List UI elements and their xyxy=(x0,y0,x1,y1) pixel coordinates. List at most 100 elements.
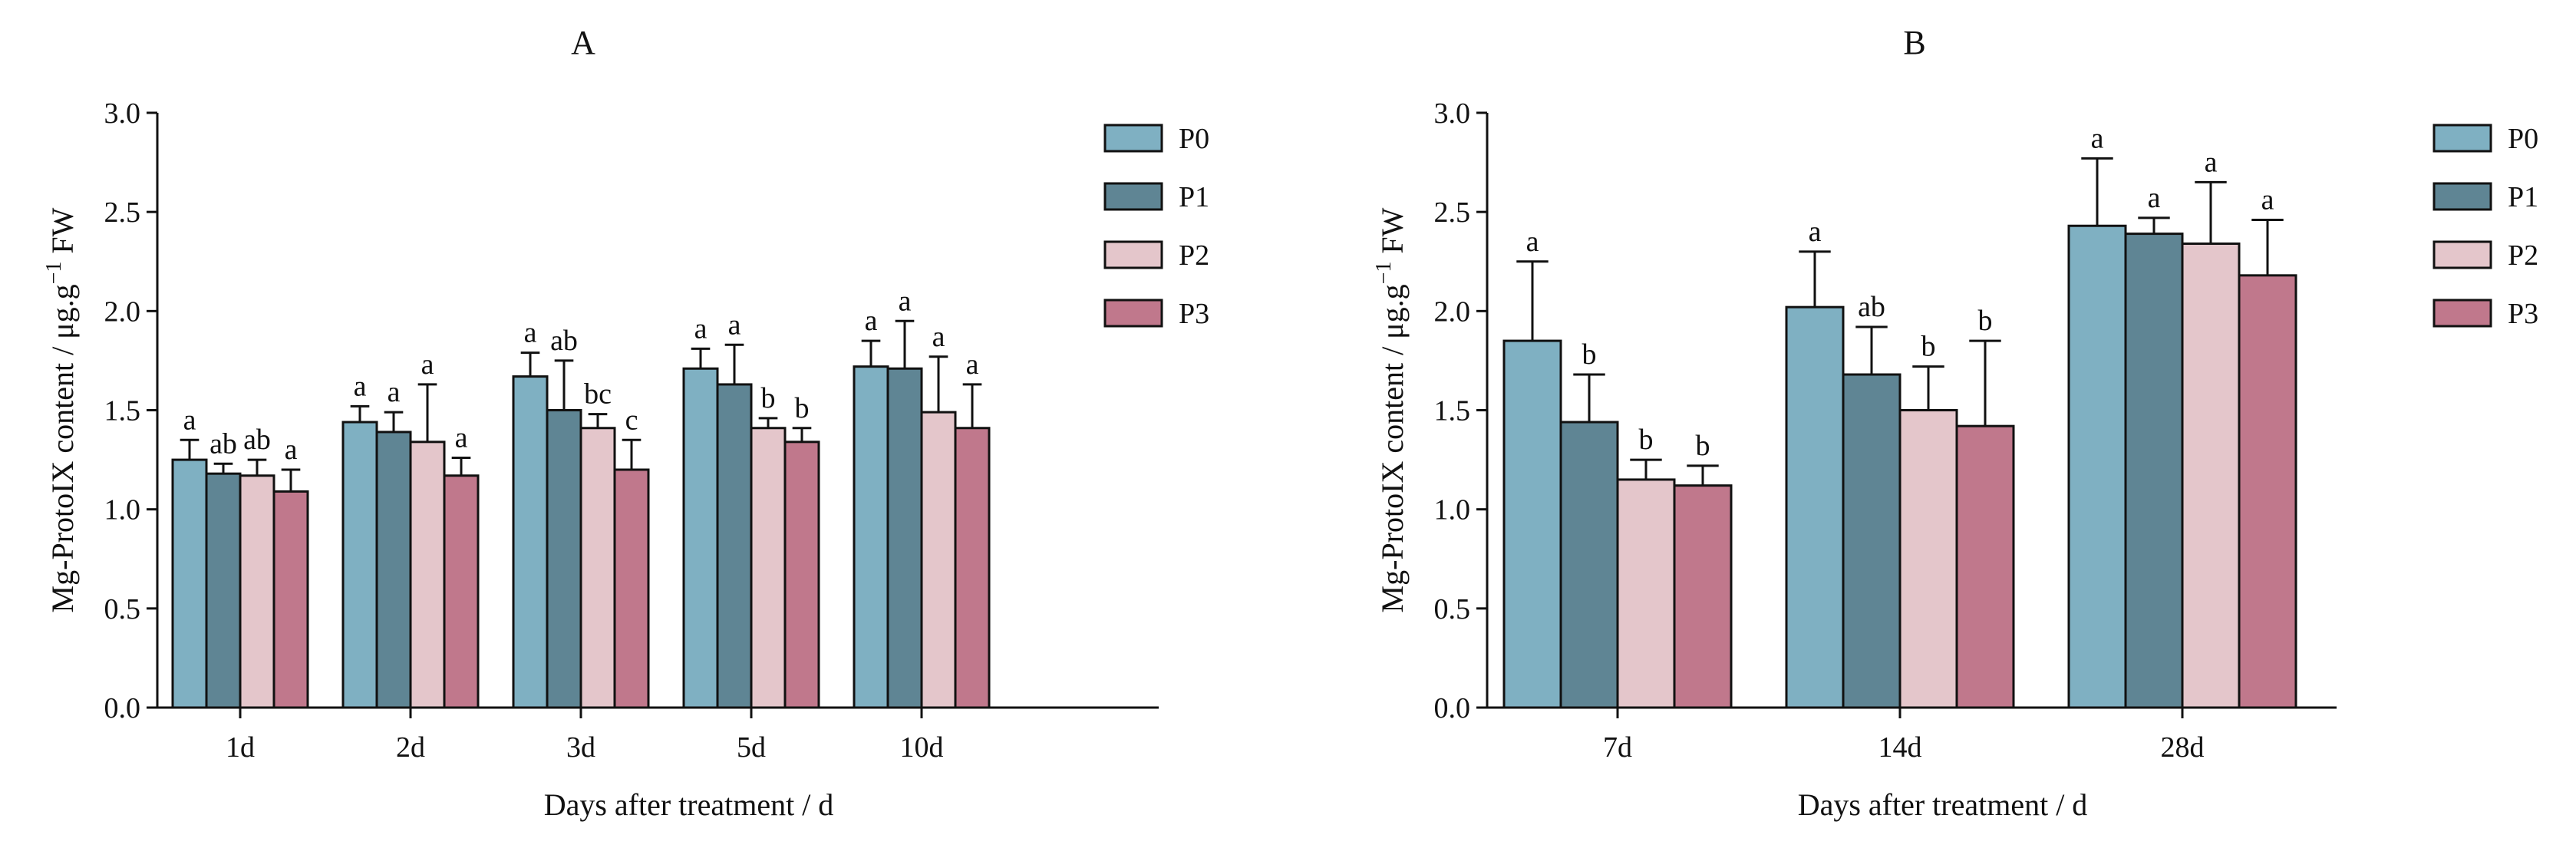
y-axis-title-main: Mg-ProtoIX content / μg.g xyxy=(1375,284,1410,612)
y-tick-label: 2.5 xyxy=(104,196,141,229)
bar-p3 xyxy=(783,441,820,709)
y-tick-label: 2.0 xyxy=(1434,295,1471,328)
significance-label: ab xyxy=(1858,291,1885,323)
y-tick-label: 0.5 xyxy=(104,593,141,625)
legend-swatch-p0 xyxy=(1103,124,1163,153)
significance-label: a xyxy=(354,370,367,402)
legend-label: P1 xyxy=(2508,181,2538,213)
bar-p3 xyxy=(1673,484,1733,709)
legend-label: P3 xyxy=(2508,298,2538,330)
bar-p1 xyxy=(375,431,412,709)
significance-label: b xyxy=(1696,430,1710,462)
significance-label: b xyxy=(1978,305,1993,337)
significance-label: a xyxy=(694,312,707,345)
bar-p0 xyxy=(341,421,378,709)
legend-label: P0 xyxy=(1179,123,1209,155)
legend-label: P2 xyxy=(1179,239,1209,272)
significance-label: a xyxy=(2148,182,2161,214)
x-tick-label: 14d xyxy=(1878,731,1922,764)
y-axis-title-sup: −1 xyxy=(42,262,66,285)
y-tick-label: 2.0 xyxy=(104,295,141,328)
y-axis-title-tail: FW xyxy=(1375,207,1410,261)
y-tick-label: 0.0 xyxy=(1434,692,1471,724)
legend-swatch-p0 xyxy=(2433,124,2492,153)
legend-label: P2 xyxy=(2508,239,2538,272)
significance-label: b xyxy=(1921,331,1936,363)
significance-label: a xyxy=(285,434,298,466)
bar-p3 xyxy=(613,468,650,709)
significance-label: a xyxy=(932,321,945,353)
x-tick-label: 5d xyxy=(737,731,766,764)
legend-swatch-p3 xyxy=(1103,299,1163,328)
significance-label: c xyxy=(625,404,638,436)
bar-p2 xyxy=(579,427,616,709)
legend-swatch-p1 xyxy=(1103,182,1163,211)
bar-p0 xyxy=(2067,224,2127,709)
bar-p1 xyxy=(886,367,923,709)
bar-p1 xyxy=(546,409,582,709)
x-tick-label: 1d xyxy=(226,731,255,764)
y-tick-label: 0.5 xyxy=(1434,593,1471,625)
significance-label: ab xyxy=(550,325,578,357)
bar-p1 xyxy=(205,472,242,709)
bar-p3 xyxy=(2238,274,2297,709)
bar-p0 xyxy=(1785,305,1845,709)
legend-swatch-p3 xyxy=(2433,299,2492,328)
y-axis-title-tail: FW xyxy=(45,207,80,261)
significance-label: a xyxy=(183,404,196,436)
bar-p3 xyxy=(443,474,480,709)
chart-title: A xyxy=(571,24,595,61)
bar-p2 xyxy=(920,411,957,709)
significance-label: a xyxy=(2205,146,2218,178)
bar-p2 xyxy=(1898,409,1958,709)
significance-label: a xyxy=(865,305,878,337)
y-axis-title-sup: −1 xyxy=(1372,262,1396,285)
bar-p2 xyxy=(409,441,446,709)
legend-swatch-p1 xyxy=(2433,182,2492,211)
bar-p2 xyxy=(750,427,787,709)
significance-label: ab xyxy=(243,424,271,456)
y-axis-title-main: Mg-ProtoIX content / μg.g xyxy=(45,284,80,612)
significance-label: b xyxy=(795,392,810,424)
y-axis-title: Mg-ProtoIX content / μg.g−1 FW xyxy=(1372,207,1410,612)
significance-label: a xyxy=(2261,184,2274,216)
y-tick-label: 1.0 xyxy=(1434,494,1471,526)
significance-label: a xyxy=(524,317,537,349)
chart-title: B xyxy=(1903,24,1925,61)
significance-label: a xyxy=(1809,216,1822,248)
significance-label: b xyxy=(761,382,776,414)
panel-a: A 0.0 0.5 1.0 1.5 2.0 2.5 3.0 Mg-ProtoIX content… xyxy=(42,24,1209,822)
bar-p2 xyxy=(239,474,275,709)
bar-p3 xyxy=(1955,424,2015,709)
bar-p3 xyxy=(954,427,991,709)
legend-swatch-p2 xyxy=(2433,240,2492,269)
bar-p0 xyxy=(1502,339,1562,709)
panel-b: B 0.0 0.5 1.0 1.5 2.0 2.5 3.0 Mg-ProtoIX content… xyxy=(1372,24,2538,822)
significance-label: b xyxy=(1639,424,1654,456)
bar-p2 xyxy=(1616,478,1676,709)
bar-p3 xyxy=(272,490,309,709)
significance-label: bc xyxy=(584,378,612,411)
y-tick-label: 1.5 xyxy=(104,395,141,427)
bar-p1 xyxy=(1842,373,1901,709)
legend-label: P3 xyxy=(1179,298,1209,330)
significance-label: b xyxy=(1582,338,1597,371)
y-tick-label: 2.5 xyxy=(1434,196,1471,229)
significance-label: a xyxy=(421,348,434,381)
significance-label: a xyxy=(966,348,979,381)
x-tick-label: 7d xyxy=(1603,731,1632,764)
significance-label: a xyxy=(1526,226,1539,258)
legend-label: P1 xyxy=(1179,181,1209,213)
y-tick-label: 0.0 xyxy=(104,692,141,724)
significance-label: ab xyxy=(209,427,237,460)
bar-p2 xyxy=(2181,243,2241,709)
bar-p1 xyxy=(2124,233,2184,709)
bar-p0 xyxy=(512,375,549,709)
bar-p1 xyxy=(1559,421,1619,709)
x-tick-label: 10d xyxy=(900,731,944,764)
bar-p0 xyxy=(682,367,719,709)
bar-p0 xyxy=(171,458,208,709)
x-tick-label: 3d xyxy=(566,731,595,764)
x-axis-title: Days after treatment / d xyxy=(544,787,834,822)
